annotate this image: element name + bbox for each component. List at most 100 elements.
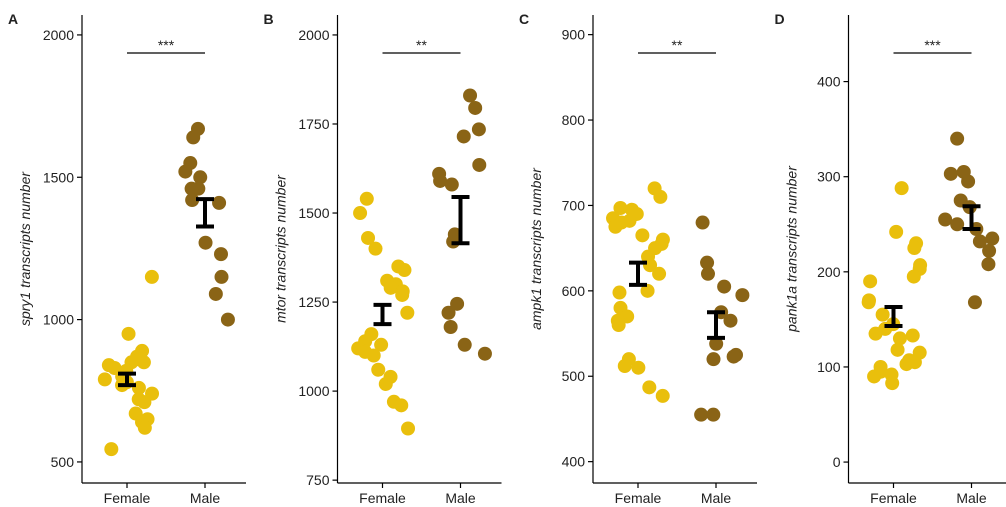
- point: [868, 326, 883, 341]
- point: [433, 173, 448, 188]
- point: [972, 234, 987, 249]
- point: [905, 328, 920, 343]
- point: [899, 357, 914, 372]
- point: [394, 398, 409, 413]
- point: [463, 88, 478, 103]
- point: [726, 349, 741, 364]
- point: [950, 131, 965, 146]
- point: [889, 224, 904, 239]
- y-tick-label: 1000: [43, 312, 74, 328]
- point: [444, 177, 459, 192]
- point: [608, 219, 623, 234]
- error-bar: [884, 305, 903, 329]
- point: [97, 372, 112, 387]
- y-tick-label: 500: [51, 454, 75, 470]
- y-tick-label: 600: [562, 283, 586, 299]
- point: [471, 122, 486, 137]
- point: [371, 362, 386, 377]
- point: [136, 355, 151, 370]
- y-tick-label: 100: [817, 359, 841, 375]
- panel-label: A: [8, 11, 18, 27]
- y-tick-label: 1500: [298, 205, 329, 221]
- y-tick-label: 900: [562, 27, 586, 43]
- error-bar: [962, 204, 981, 232]
- x-tick-label: Female: [615, 490, 662, 506]
- significance-label: ***: [158, 37, 175, 53]
- x-tick-label: Male: [190, 490, 221, 506]
- y-tick-label: 400: [562, 454, 586, 470]
- point: [640, 283, 655, 298]
- point: [694, 407, 709, 422]
- point: [137, 395, 152, 410]
- y-tick-label: 1750: [298, 116, 329, 132]
- point: [477, 346, 492, 361]
- point: [981, 257, 996, 272]
- y-tick-label: 1500: [43, 169, 74, 185]
- point: [185, 193, 200, 208]
- point: [368, 241, 383, 256]
- y-tick-label: 300: [817, 169, 841, 185]
- significance-label: **: [672, 37, 683, 53]
- point: [652, 266, 667, 281]
- point: [178, 164, 193, 179]
- point: [457, 337, 472, 352]
- significance-label: ***: [924, 37, 941, 53]
- point: [655, 388, 670, 403]
- error-bar: [629, 260, 647, 287]
- x-tick-label: Male: [956, 490, 987, 506]
- point: [950, 217, 965, 232]
- point: [967, 295, 982, 310]
- point: [706, 407, 721, 422]
- y-tick-label: 400: [817, 74, 841, 90]
- point: [943, 166, 958, 181]
- point: [359, 191, 374, 206]
- point: [700, 255, 715, 270]
- error-bar: [196, 197, 214, 229]
- y-tick-label: 700: [562, 197, 586, 213]
- point: [397, 263, 412, 278]
- point: [443, 320, 458, 334]
- point: [208, 286, 223, 301]
- point: [907, 241, 922, 256]
- error-bar: [118, 371, 136, 388]
- significance-label: **: [416, 37, 427, 53]
- error-bar: [373, 302, 392, 327]
- y-axis-label: mtor transcripts number: [273, 174, 289, 323]
- point: [361, 230, 376, 245]
- y-tick-label: 1250: [298, 294, 329, 310]
- y-tick-label: 500: [562, 368, 586, 384]
- panel-label: D: [775, 11, 785, 27]
- point: [366, 348, 381, 363]
- y-tick-label: 200: [817, 264, 841, 280]
- point: [441, 305, 456, 320]
- point: [723, 313, 738, 328]
- point: [612, 285, 627, 300]
- point: [214, 269, 229, 284]
- y-tick-label: 2000: [298, 27, 329, 43]
- y-tick-label: 0: [833, 454, 841, 470]
- point: [894, 181, 909, 196]
- point: [378, 376, 393, 391]
- point: [867, 369, 882, 384]
- point: [184, 181, 199, 196]
- panel-label: C: [519, 11, 529, 27]
- point: [137, 420, 152, 435]
- x-tick-label: Female: [104, 490, 151, 506]
- point: [695, 215, 710, 230]
- y-axis-label: ampk1 transcripts number: [528, 167, 544, 330]
- point: [700, 266, 715, 281]
- point: [863, 274, 878, 289]
- point: [186, 130, 201, 145]
- point: [353, 206, 368, 221]
- point: [938, 212, 953, 227]
- y-axis-label: pank1a transcripts number: [784, 165, 800, 333]
- point: [401, 421, 416, 436]
- point: [212, 195, 227, 210]
- point: [383, 280, 398, 295]
- point: [706, 352, 721, 367]
- point: [213, 247, 228, 262]
- error-bar: [451, 195, 470, 246]
- point: [906, 269, 921, 284]
- y-tick-label: 750: [306, 472, 330, 488]
- point: [613, 201, 628, 216]
